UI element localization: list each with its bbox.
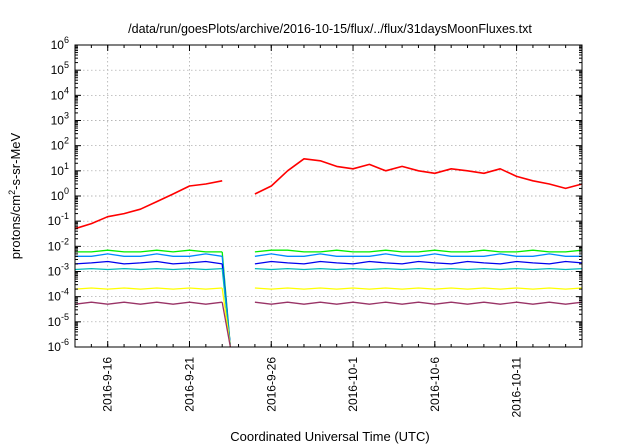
y-tick-label: 10-1 xyxy=(48,211,69,228)
y-tick-label: 10-5 xyxy=(48,312,69,329)
x-tick-label: 2016-9-21 xyxy=(182,357,196,412)
y-tick-label: 100 xyxy=(51,186,69,203)
y-axis-label-superscript: 2 xyxy=(7,190,17,195)
series-layer xyxy=(74,158,583,348)
series-line-1-segment-2 xyxy=(254,158,583,195)
x-tick-label: 2016-10-6 xyxy=(428,357,442,412)
series-line-7-segment-2 xyxy=(254,301,583,305)
series-line-4-segment-2 xyxy=(254,260,583,265)
y-tick-label: 101 xyxy=(51,161,69,178)
grid xyxy=(75,44,582,348)
y-tick-label: 103 xyxy=(51,111,69,128)
series-line-6-segment-1 xyxy=(74,287,223,290)
series-line-6-segment-2 xyxy=(254,287,583,290)
y-tick-label: 102 xyxy=(51,136,69,153)
x-axis-label: Coordinated Universal Time (UTC) xyxy=(230,429,429,444)
series-line-5-segment-2 xyxy=(254,267,583,271)
y-tick-label: 106 xyxy=(51,35,69,52)
series-line-3-segment-2 xyxy=(254,253,582,257)
x-axis: 2016-9-16 2016-9-21 2016-9-26 2016-10-1 2016… xyxy=(74,45,583,418)
x-tick-label: 2016-9-16 xyxy=(101,357,115,412)
series-line-3-segment-1 xyxy=(75,253,223,257)
y-tick-label: 104 xyxy=(51,85,69,102)
y-tick-label: 10-4 xyxy=(48,287,69,304)
series-dropout-7 xyxy=(221,302,232,348)
series-line-4-segment-1 xyxy=(74,260,223,265)
y-tick-label: 10-6 xyxy=(48,337,69,354)
y-tick-label: 10-3 xyxy=(48,262,69,279)
y-axis: 10-6 10-5 10-4 10-3 10-2 10-1 100 101 102 103 104 1… xyxy=(48,35,582,354)
series-line-7-segment-1 xyxy=(74,301,223,305)
series-line-5-segment-1 xyxy=(74,267,223,271)
y-tick-label: 10-2 xyxy=(48,236,69,253)
x-tick-label: 2016-10-11 xyxy=(510,357,524,418)
series-line-2-segment-2 xyxy=(254,249,583,253)
series-line-1-segment-1 xyxy=(74,180,223,230)
y-axis-label: protons/cm2-s-sr-MeV xyxy=(7,132,23,259)
x-tick-label: 2016-10-1 xyxy=(346,357,360,412)
series-line-2-segment-1 xyxy=(75,249,223,253)
chart-title: /data/run/goesPlots/archive/2016-10-15/f… xyxy=(128,22,532,36)
y-tick-label: 105 xyxy=(51,60,69,77)
x-tick-label: 2016-9-26 xyxy=(264,357,278,412)
